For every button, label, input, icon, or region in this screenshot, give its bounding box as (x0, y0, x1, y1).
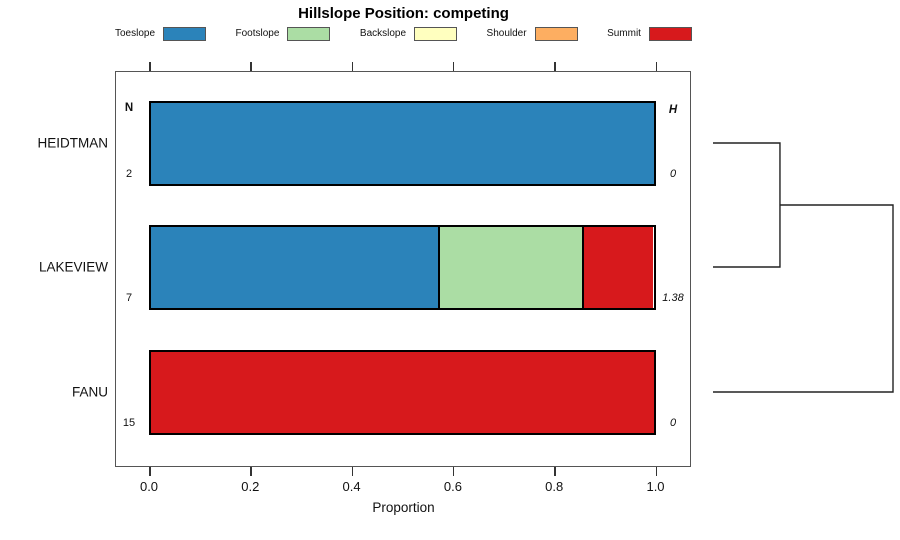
legend-item-backslope: Backslope (359, 26, 458, 41)
x-axis-tick-bottom (351, 467, 354, 476)
x-axis-tick-label: 1.0 (646, 479, 665, 494)
x-axis-tick-bottom (554, 467, 556, 476)
row-label-fanu: FANU (71, 384, 108, 400)
dendrogram-join-1 (713, 204, 894, 393)
bar-fanu (149, 349, 656, 435)
x-axis-tick-bottom (149, 467, 151, 476)
legend-swatch-icon (534, 26, 578, 41)
x-axis-tick-bottom (655, 467, 657, 476)
x-axis-tick-bottom (250, 467, 252, 476)
x-axis-tick-label: 0.0 (139, 479, 159, 494)
x-axis-tick-top (655, 62, 657, 71)
x-axis-tick-label: 0.2 (241, 479, 260, 494)
bar-heidtman (149, 100, 656, 186)
legend-swatch-icon (287, 26, 331, 41)
x-axis-tick-top (452, 62, 455, 71)
legend-label: Toeslope (115, 28, 156, 39)
bar-segment-toeslope (151, 102, 654, 184)
x-axis-title: Proportion (372, 500, 435, 515)
h-value: 0 (669, 167, 677, 180)
bar-segment-summit (151, 351, 654, 433)
row-label-heidtman: HEIDTMAN (37, 135, 109, 151)
legend-item-summit: Summit (607, 26, 692, 41)
x-axis-tick-label: 0.4 (342, 479, 361, 494)
h-column-header: H (668, 104, 678, 116)
n-value: 15 (122, 416, 136, 429)
x-axis-tick-top (149, 62, 151, 71)
legend-label: Footslope (235, 28, 280, 39)
n-column-header: N (124, 102, 134, 114)
row-label-lakeview: LAKEVIEW (38, 259, 108, 275)
bar-segment-summit (581, 226, 654, 308)
bar-segment-footslope (437, 226, 582, 308)
dendrogram-join-0 (713, 142, 781, 268)
legend-swatch-icon (414, 26, 458, 41)
legend-swatch-icon (163, 26, 207, 41)
bar-segment-toeslope (151, 226, 438, 308)
n-value: 7 (125, 291, 133, 304)
legend-label: Shoulder (486, 28, 527, 39)
legend-label: Summit (607, 28, 641, 39)
chart-title: Hillslope Position: competing (298, 5, 509, 22)
h-value: 0 (669, 416, 677, 429)
plot-area (115, 71, 691, 467)
h-value: 1.38 (662, 291, 684, 304)
legend-item-toeslope: Toeslope (115, 26, 207, 41)
x-axis-tick-top (554, 62, 556, 71)
legend-swatch-icon (648, 26, 692, 41)
x-axis-tick-label: 0.6 (443, 479, 462, 494)
x-axis-tick-top (351, 62, 354, 71)
x-axis-tick-label: 0.8 (545, 479, 564, 494)
bar-lakeview (149, 224, 656, 310)
legend-label: Backslope (359, 28, 407, 39)
legend-item-shoulder: Shoulder (486, 26, 578, 41)
x-axis-tick-bottom (452, 467, 455, 476)
legend-item-footslope: Footslope (235, 26, 331, 41)
legend: Toeslope Footslope Backslope Shoulder Summit (115, 25, 692, 42)
n-value: 2 (125, 167, 133, 180)
x-axis-tick-top (250, 62, 252, 71)
